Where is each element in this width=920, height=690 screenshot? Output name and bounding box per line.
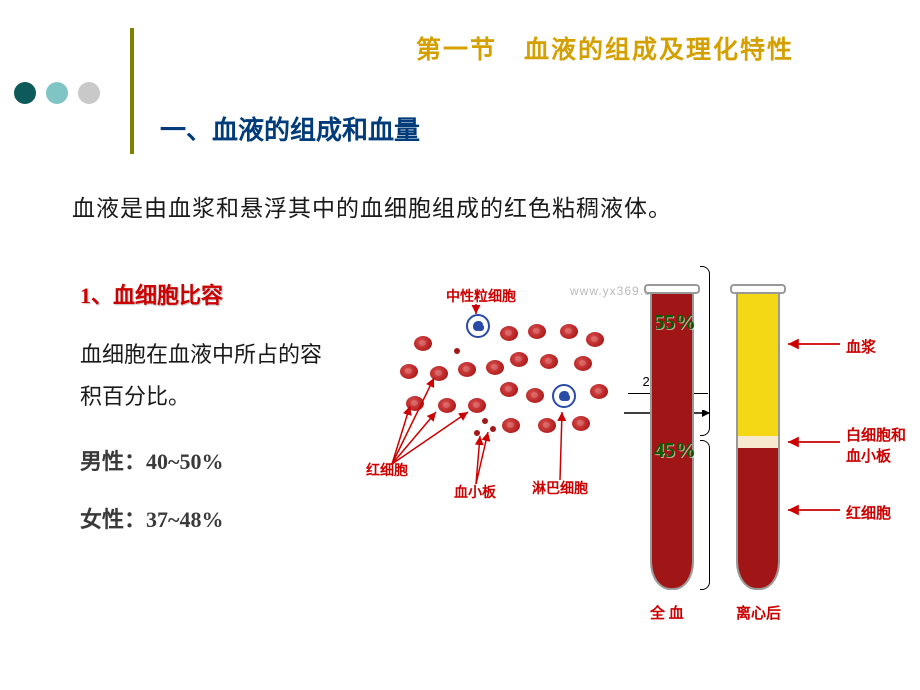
plasma-pct: 55%: [654, 310, 696, 335]
tube2-label: 离心后: [736, 602, 781, 623]
left-content: 1、血细胞比容 血细胞在血液中所占的容积百分比。 男性：40~50% 女性：37…: [80, 278, 340, 534]
rbc-icon: [406, 396, 424, 411]
rbc-icon: [590, 384, 608, 399]
rbc-layer: [738, 448, 778, 590]
buffy-coat-layer: [738, 436, 778, 448]
rbc-icon: [572, 416, 590, 431]
platelet-icon: [454, 348, 460, 354]
rbc-icon: [400, 364, 418, 379]
blood-diagram: www.yx369.com 中性粒细胞: [334, 258, 920, 658]
rbc-icon: [574, 356, 592, 371]
tube1-rim: [644, 284, 700, 294]
plasma-label: 血浆: [846, 336, 876, 357]
centrifuged-tube: [736, 290, 780, 590]
section-header: 第一节 血液的组成及理化特性: [416, 30, 794, 66]
rbc-icon: [500, 382, 518, 397]
rbc-pct: 45%: [654, 438, 696, 463]
decorative-dots: [14, 82, 100, 104]
female-range: 女性：37~48%: [80, 502, 340, 534]
buffy-label: 白细胞和血小板: [846, 426, 906, 468]
bracket-plasma: [700, 266, 710, 436]
heading-prefix: 1、: [80, 283, 113, 308]
definition-text: 血细胞在血液中所占的容积百分比。: [80, 334, 340, 418]
male-value: 40~50%: [146, 449, 223, 474]
rbc-icon: [486, 360, 504, 375]
lymphocyte-label: 淋巴细胞: [532, 478, 588, 498]
numbered-heading: 1、血细胞比容: [80, 278, 340, 310]
rbc-icon: [468, 398, 486, 413]
dot-2: [46, 82, 68, 104]
rbc-icon: [586, 332, 604, 347]
rbc-icon: [438, 398, 456, 413]
tube2-rim: [730, 284, 786, 294]
tube1-label: 全 血: [650, 602, 684, 623]
plasma-layer: [738, 290, 778, 436]
rbc-icon: [500, 326, 518, 341]
male-label: 男性：: [80, 449, 146, 474]
neutrophil-label: 中性粒细胞: [446, 286, 516, 306]
male-range: 男性：40~50%: [80, 444, 340, 476]
female-label: 女性：: [80, 507, 146, 532]
rbc-icon: [510, 352, 528, 367]
blood-cells-panel: 中性粒细胞: [390, 288, 618, 488]
platelet-icon: [474, 430, 480, 436]
rbc-layer-label: 红细胞: [846, 502, 891, 523]
dot-1: [14, 82, 36, 104]
tube2-body: [736, 290, 780, 590]
rbc-icon: [538, 418, 556, 433]
rbc-icon: [528, 324, 546, 339]
rbc-icon: [414, 336, 432, 351]
lymphocyte-icon: [552, 384, 576, 408]
platelet-icon: [482, 418, 488, 424]
platelet-icon: [490, 426, 496, 432]
rbc-icon: [560, 324, 578, 339]
heading-text: 血细胞比容: [113, 283, 223, 308]
subsection-title: 一、血液的组成和血量: [160, 110, 420, 147]
female-value: 37~48%: [146, 507, 223, 532]
dot-3: [78, 82, 100, 104]
platelet-label: 血小板: [454, 482, 496, 502]
rbc-icon: [458, 362, 476, 377]
rbc-icon: [540, 354, 558, 369]
rbc-label: 红细胞: [366, 460, 408, 480]
intro-text: 血液是由血浆和悬浮其中的血细胞组成的红色粘稠液体。: [72, 189, 672, 223]
rbc-icon: [430, 366, 448, 381]
vertical-divider: [130, 28, 134, 154]
rbc-icon: [502, 418, 520, 433]
rbc-icon: [526, 388, 544, 403]
bracket-rbc: [700, 440, 710, 590]
buffy-label-text: 白细胞和血小板: [846, 428, 906, 465]
neutrophil-icon: [466, 314, 490, 338]
